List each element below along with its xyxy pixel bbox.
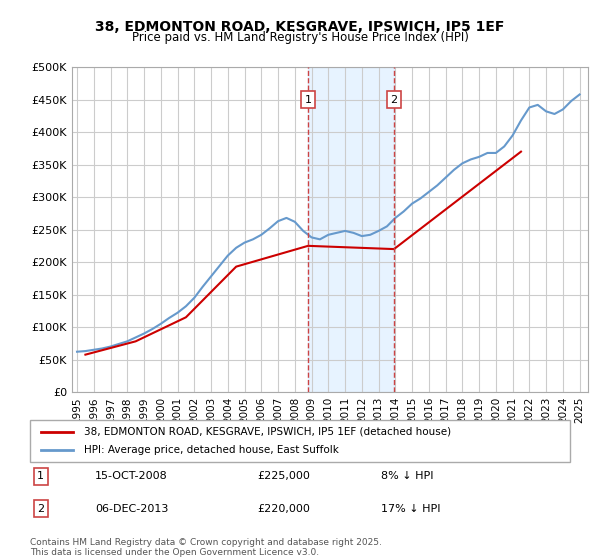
Text: 1: 1 [37,472,44,482]
Text: Price paid vs. HM Land Registry's House Price Index (HPI): Price paid vs. HM Land Registry's House … [131,31,469,44]
Text: 2: 2 [37,503,44,514]
Text: 06-DEC-2013: 06-DEC-2013 [95,503,168,514]
Text: 38, EDMONTON ROAD, KESGRAVE, IPSWICH, IP5 1EF (detached house): 38, EDMONTON ROAD, KESGRAVE, IPSWICH, IP… [84,427,451,437]
Text: Contains HM Land Registry data © Crown copyright and database right 2025.
This d: Contains HM Land Registry data © Crown c… [30,538,382,557]
Text: 15-OCT-2008: 15-OCT-2008 [95,472,167,482]
Text: £225,000: £225,000 [257,472,310,482]
Text: 1: 1 [305,95,311,105]
Text: 8% ↓ HPI: 8% ↓ HPI [381,472,433,482]
FancyBboxPatch shape [30,420,570,462]
Text: 2: 2 [391,95,398,105]
Text: 38, EDMONTON ROAD, KESGRAVE, IPSWICH, IP5 1EF: 38, EDMONTON ROAD, KESGRAVE, IPSWICH, IP… [95,20,505,34]
Bar [308,67,394,392]
Text: 17% ↓ HPI: 17% ↓ HPI [381,503,440,514]
Text: HPI: Average price, detached house, East Suffolk: HPI: Average price, detached house, East… [84,445,339,455]
Text: £220,000: £220,000 [257,503,310,514]
